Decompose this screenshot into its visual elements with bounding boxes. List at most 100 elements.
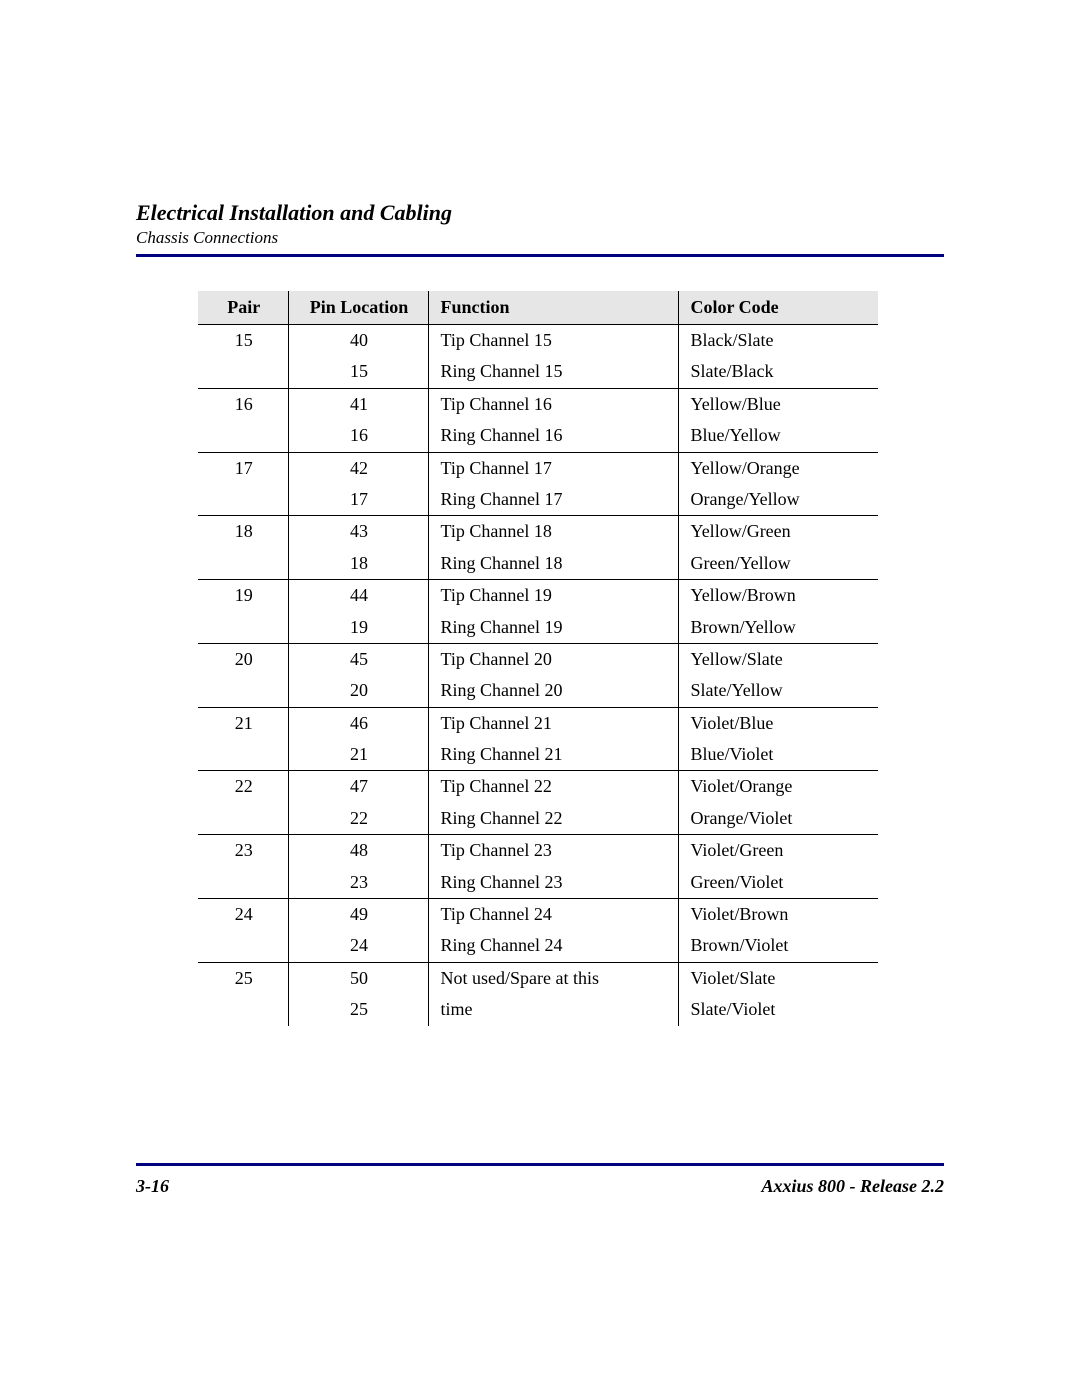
- cell-function: Ring Channel 16: [428, 420, 678, 452]
- col-header-pair: Pair: [198, 291, 288, 325]
- cell-function: Tip Channel 23: [428, 835, 678, 867]
- document-page: Electrical Installation and Cabling Chas…: [0, 0, 1080, 1397]
- table-row: 16Ring Channel 16Blue/Yellow: [198, 420, 878, 452]
- cell-color-code: Violet/Orange: [678, 771, 878, 803]
- cell-color-code: Yellow/Green: [678, 516, 878, 548]
- table-row: 1944Tip Channel 19Yellow/Brown: [198, 580, 878, 612]
- cell-function: Ring Channel 17: [428, 484, 678, 516]
- table-row: 24Ring Channel 24Brown/Violet: [198, 930, 878, 962]
- page-header: Electrical Installation and Cabling Chas…: [136, 200, 944, 257]
- table-row: 19Ring Channel 19Brown/Yellow: [198, 612, 878, 644]
- cell-pin: 21: [288, 739, 428, 771]
- cell-function: Tip Channel 24: [428, 899, 678, 931]
- table-row: 2449Tip Channel 24Violet/Brown: [198, 899, 878, 931]
- cell-pin: 18: [288, 548, 428, 580]
- cell-function: Tip Channel 22: [428, 771, 678, 803]
- cell-function: Ring Channel 15: [428, 356, 678, 388]
- cell-function: Tip Channel 17: [428, 452, 678, 484]
- cell-pair: 18: [198, 516, 288, 548]
- table-row: 2550Not used/Spare at thisViolet/Slate: [198, 962, 878, 994]
- cell-color-code: Slate/Violet: [678, 994, 878, 1025]
- cell-pair: [198, 420, 288, 452]
- cell-color-code: Orange/Yellow: [678, 484, 878, 516]
- section-title: Electrical Installation and Cabling: [136, 200, 944, 226]
- cell-function: Ring Channel 24: [428, 930, 678, 962]
- cell-function: Ring Channel 20: [428, 675, 678, 707]
- cell-pin: 50: [288, 962, 428, 994]
- footer-rule: [136, 1163, 944, 1166]
- cell-pin: 20: [288, 675, 428, 707]
- table-row: 25timeSlate/Violet: [198, 994, 878, 1025]
- footer-row: 3-16 Axxius 800 - Release 2.2: [136, 1176, 944, 1197]
- cell-function: Ring Channel 23: [428, 867, 678, 899]
- cell-color-code: Yellow/Blue: [678, 388, 878, 420]
- cell-pair: [198, 930, 288, 962]
- cell-color-code: Green/Violet: [678, 867, 878, 899]
- cell-pair: [198, 803, 288, 835]
- table-row: 2146Tip Channel 21Violet/Blue: [198, 707, 878, 739]
- cell-pair: 16: [198, 388, 288, 420]
- cell-color-code: Slate/Black: [678, 356, 878, 388]
- col-header-color: Color Code: [678, 291, 878, 325]
- cell-pin: 25: [288, 994, 428, 1025]
- cell-pin: 16: [288, 420, 428, 452]
- cell-pair: [198, 548, 288, 580]
- cell-pin: 19: [288, 612, 428, 644]
- table-row: 2247Tip Channel 22Violet/Orange: [198, 771, 878, 803]
- cell-color-code: Orange/Violet: [678, 803, 878, 835]
- cell-pin: 22: [288, 803, 428, 835]
- cell-color-code: Yellow/Brown: [678, 580, 878, 612]
- table-header-row: Pair Pin Location Function Color Code: [198, 291, 878, 325]
- cell-pair: 25: [198, 962, 288, 994]
- cell-function: Tip Channel 18: [428, 516, 678, 548]
- col-header-func: Function: [428, 291, 678, 325]
- cell-pair: [198, 675, 288, 707]
- cell-pin: 17: [288, 484, 428, 516]
- cell-color-code: Brown/Violet: [678, 930, 878, 962]
- table-row: 2045Tip Channel 20Yellow/Slate: [198, 643, 878, 675]
- cell-function: Tip Channel 21: [428, 707, 678, 739]
- table-row: 15Ring Channel 15Slate/Black: [198, 356, 878, 388]
- table-row: 18Ring Channel 18Green/Yellow: [198, 548, 878, 580]
- table-row: 17Ring Channel 17Orange/Yellow: [198, 484, 878, 516]
- table-row: 20Ring Channel 20Slate/Yellow: [198, 675, 878, 707]
- cell-pin: 48: [288, 835, 428, 867]
- table-row: 1540Tip Channel 15Black/Slate: [198, 325, 878, 357]
- cell-pair: 20: [198, 643, 288, 675]
- cell-function: Tip Channel 20: [428, 643, 678, 675]
- table-row: 2348Tip Channel 23Violet/Green: [198, 835, 878, 867]
- cell-function: Tip Channel 15: [428, 325, 678, 357]
- cell-pin: 49: [288, 899, 428, 931]
- cell-function: Ring Channel 19: [428, 612, 678, 644]
- cell-pair: 22: [198, 771, 288, 803]
- cell-pair: [198, 356, 288, 388]
- cell-pin: 15: [288, 356, 428, 388]
- cell-color-code: Slate/Yellow: [678, 675, 878, 707]
- cell-color-code: Violet/Blue: [678, 707, 878, 739]
- cell-pair: 21: [198, 707, 288, 739]
- cell-function: Not used/Spare at this: [428, 962, 678, 994]
- cell-color-code: Blue/Yellow: [678, 420, 878, 452]
- cell-color-code: Black/Slate: [678, 325, 878, 357]
- cell-pin: 42: [288, 452, 428, 484]
- page-number: 3-16: [136, 1176, 169, 1197]
- cell-color-code: Yellow/Slate: [678, 643, 878, 675]
- cell-function: Tip Channel 16: [428, 388, 678, 420]
- cell-pair: [198, 612, 288, 644]
- header-rule: [136, 254, 944, 257]
- cell-color-code: Green/Yellow: [678, 548, 878, 580]
- cell-pin: 45: [288, 643, 428, 675]
- cell-color-code: Blue/Violet: [678, 739, 878, 771]
- table-row: 1843Tip Channel 18Yellow/Green: [198, 516, 878, 548]
- cell-pair: [198, 739, 288, 771]
- cell-pin: 24: [288, 930, 428, 962]
- cell-pin: 43: [288, 516, 428, 548]
- cell-pair: 23: [198, 835, 288, 867]
- col-header-pin: Pin Location: [288, 291, 428, 325]
- table-row: 22Ring Channel 22Orange/Violet: [198, 803, 878, 835]
- cell-function: Ring Channel 22: [428, 803, 678, 835]
- pinout-table: Pair Pin Location Function Color Code 15…: [198, 291, 878, 1026]
- cell-pin: 23: [288, 867, 428, 899]
- cell-pair: [198, 994, 288, 1025]
- cell-pair: 24: [198, 899, 288, 931]
